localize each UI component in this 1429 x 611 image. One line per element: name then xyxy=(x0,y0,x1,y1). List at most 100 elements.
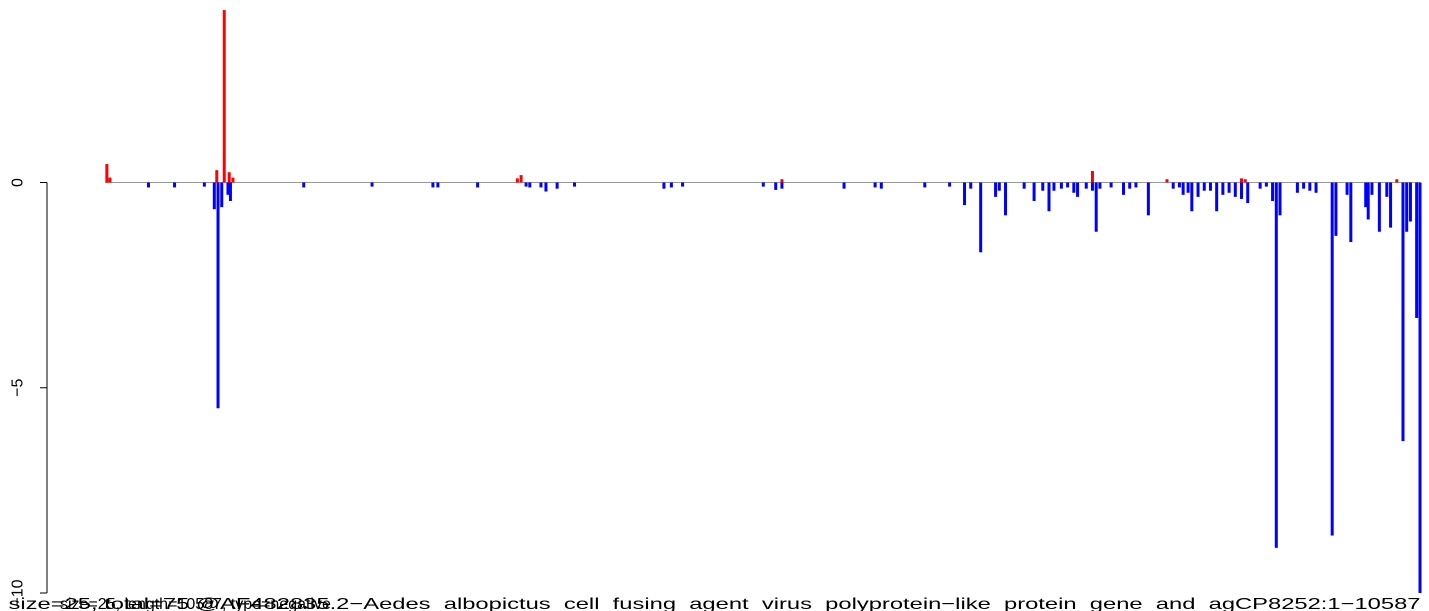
coverage-bar xyxy=(555,182,559,189)
coverage-bar xyxy=(1405,182,1409,232)
coverage-bar xyxy=(436,182,440,188)
coverage-bar xyxy=(997,182,1001,191)
overlay-labels: size=25, total=75 @AF482835.2−Aedes_albo… xyxy=(9,596,1421,611)
coverage-bar xyxy=(1098,182,1102,189)
coverage-bar xyxy=(1221,182,1225,195)
coverage-bar xyxy=(215,170,219,183)
coverage-bar xyxy=(1022,182,1026,189)
coverage-bar xyxy=(1243,179,1247,183)
coverage-bar xyxy=(528,182,532,188)
coverage-bar xyxy=(431,182,435,188)
coverage-bar xyxy=(1181,182,1185,195)
coverage-bar xyxy=(948,182,952,187)
coverage-bar xyxy=(1227,182,1231,193)
coverage-bar xyxy=(662,182,666,189)
coverage-bar xyxy=(1090,171,1094,183)
coverage-bar xyxy=(1385,182,1389,197)
coverage-bar xyxy=(1366,182,1370,220)
y-tick-label: 0 xyxy=(10,178,27,187)
coverage-bar xyxy=(1258,182,1262,189)
coverage-bar xyxy=(1364,182,1368,208)
coverage-bar xyxy=(1094,182,1098,232)
coverage-bar xyxy=(1415,182,1419,318)
coverage-bar xyxy=(873,182,877,188)
coverage-bar xyxy=(476,182,480,188)
coverage-bar xyxy=(923,182,927,188)
y-axis: 0 −5 −10 xyxy=(10,178,48,607)
coverage-bar xyxy=(227,172,231,183)
coverage-bar xyxy=(1330,182,1334,536)
coverage-bar xyxy=(1240,178,1244,183)
coverage-bar xyxy=(222,10,226,183)
coverage-bar xyxy=(1418,182,1422,593)
coverage-bar xyxy=(1047,182,1051,212)
coverage-bar xyxy=(1109,182,1113,188)
coverage-bar xyxy=(173,182,177,188)
coverage-bar xyxy=(544,182,548,192)
coverage-bar xyxy=(969,182,973,189)
overlay-label-type: size=25, length=10587, type=negative xyxy=(60,596,331,611)
y-tick-label: −10 xyxy=(10,579,27,606)
coverage-bar xyxy=(228,182,232,201)
coverage-bar xyxy=(231,177,235,183)
coverage-bar xyxy=(1370,182,1374,195)
coverage-bar xyxy=(1084,182,1088,189)
coverage-bar xyxy=(842,182,846,189)
coverage-bar xyxy=(963,182,967,206)
coverage-bar xyxy=(1190,182,1194,212)
coverage-bar xyxy=(1196,182,1200,197)
coverage-bar xyxy=(370,182,374,187)
coverage-bar xyxy=(780,182,784,189)
coverage-bar xyxy=(216,182,220,409)
coverage-bar xyxy=(1401,182,1405,442)
coverage-bar xyxy=(1345,182,1349,195)
coverage-bar xyxy=(1171,182,1175,189)
coverage-bar xyxy=(1041,182,1045,191)
coverage-bar xyxy=(1302,182,1306,189)
coverage-bar xyxy=(202,182,206,187)
coverage-bar xyxy=(1377,182,1381,232)
coverage-bar xyxy=(994,182,998,197)
coverage-bar xyxy=(226,182,230,195)
coverage-bar xyxy=(1278,182,1282,216)
coverage-bar xyxy=(774,182,778,190)
coverage-bar xyxy=(1274,182,1278,548)
coverage-bar xyxy=(539,182,543,188)
coverage-bar xyxy=(1032,182,1036,201)
coverage-bar xyxy=(780,179,784,183)
coverage-bar xyxy=(1233,182,1237,197)
coverage-bar xyxy=(1295,182,1299,193)
coverage-bar xyxy=(1146,182,1150,216)
coverage-bar xyxy=(515,178,519,183)
coverage-bar xyxy=(519,175,523,183)
coverage-bar xyxy=(1090,182,1094,191)
coverage-bar xyxy=(1004,182,1008,216)
coverage-bar xyxy=(1246,182,1250,204)
coverage-bar xyxy=(681,182,685,187)
coverage-bar xyxy=(1052,182,1056,191)
coverage-bar xyxy=(1349,182,1353,243)
coverage-bar xyxy=(1314,182,1318,193)
coverage-bar xyxy=(105,164,109,183)
coverage-bar xyxy=(1240,182,1244,199)
coverage-bar xyxy=(1408,182,1412,222)
coverage-bar xyxy=(1134,182,1138,188)
coverage-bar xyxy=(1389,182,1393,228)
coverage-bar xyxy=(879,182,883,189)
coverage-bar xyxy=(1122,182,1126,195)
overlay-label-sequence: size=25, total=75 @AF482835.2−Aedes_albo… xyxy=(9,596,1421,611)
coverage-bar xyxy=(1271,182,1275,201)
coverage-bar xyxy=(1059,182,1063,189)
coverage-bar xyxy=(1264,182,1268,187)
coverage-bar xyxy=(1186,182,1190,193)
coverage-bar xyxy=(146,182,150,188)
coverage-bar xyxy=(1215,182,1219,212)
coverage-bar xyxy=(1165,179,1169,183)
coverage-bar xyxy=(573,182,577,187)
coverage-bar xyxy=(761,182,765,187)
coverage-bar xyxy=(302,182,306,188)
y-tick-label: −5 xyxy=(10,379,27,397)
coverage-bar xyxy=(1334,182,1338,236)
coverage-bar xyxy=(1395,179,1399,183)
